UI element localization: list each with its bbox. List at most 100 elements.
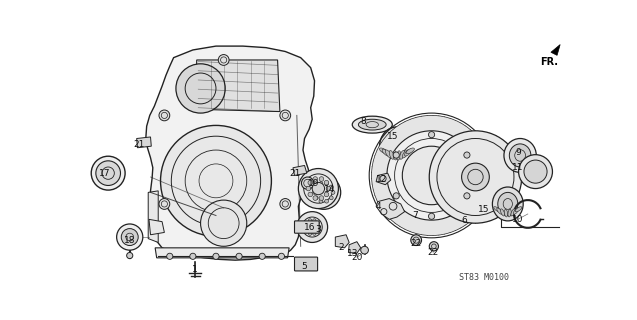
Circle shape [429,213,434,219]
Circle shape [325,199,329,203]
Circle shape [316,221,320,225]
Circle shape [319,199,323,203]
Circle shape [298,169,338,209]
Circle shape [312,182,324,195]
Circle shape [393,152,399,158]
Ellipse shape [400,150,404,159]
Circle shape [176,64,225,113]
Text: 6: 6 [461,216,467,225]
Circle shape [218,55,229,65]
Circle shape [464,193,470,199]
Circle shape [213,253,219,260]
Polygon shape [137,137,152,148]
Circle shape [524,160,547,183]
Circle shape [313,219,316,222]
Text: 18: 18 [124,236,136,245]
Circle shape [305,221,308,225]
Ellipse shape [497,208,502,214]
Polygon shape [293,165,307,175]
Circle shape [307,175,341,209]
Circle shape [308,232,311,235]
Circle shape [319,196,324,200]
Circle shape [464,152,470,158]
Ellipse shape [515,207,522,212]
Circle shape [278,253,285,260]
Text: 12: 12 [376,175,387,184]
Text: 8: 8 [360,117,366,126]
Circle shape [326,186,331,191]
Circle shape [190,253,196,260]
Ellipse shape [380,148,388,154]
Circle shape [331,190,335,194]
Text: 19: 19 [308,179,320,188]
Polygon shape [335,235,349,248]
Polygon shape [376,198,404,219]
Ellipse shape [397,151,401,160]
Text: 15: 15 [478,205,490,214]
Circle shape [319,182,323,186]
Circle shape [96,161,120,186]
Ellipse shape [389,150,394,159]
Circle shape [117,224,143,250]
Circle shape [167,253,173,260]
Circle shape [161,125,271,236]
Circle shape [259,253,265,260]
Text: 7: 7 [413,211,419,220]
Circle shape [313,196,318,200]
Text: 4: 4 [376,202,382,211]
Text: 2: 2 [339,243,344,252]
Ellipse shape [406,148,415,154]
Circle shape [329,196,333,200]
Circle shape [91,156,125,190]
Ellipse shape [513,208,519,214]
Ellipse shape [511,209,515,216]
Circle shape [313,190,317,194]
Circle shape [429,242,438,251]
Text: 20: 20 [351,252,362,261]
Circle shape [315,196,318,200]
Text: 16: 16 [304,223,316,232]
Circle shape [306,186,311,191]
Text: 13: 13 [347,250,358,259]
Circle shape [462,163,489,191]
Circle shape [121,228,138,245]
Circle shape [403,146,461,205]
Ellipse shape [359,119,386,130]
Circle shape [411,235,422,245]
Ellipse shape [508,209,512,217]
Text: 22: 22 [410,239,422,248]
Polygon shape [348,242,361,253]
Text: 3: 3 [315,225,321,234]
FancyBboxPatch shape [294,257,318,271]
Circle shape [308,192,313,197]
Polygon shape [376,173,390,185]
Ellipse shape [385,150,392,158]
Text: 22: 22 [427,248,439,257]
Circle shape [316,229,320,233]
Circle shape [280,110,290,121]
Circle shape [429,132,434,138]
Circle shape [305,229,308,233]
Circle shape [371,116,492,236]
Text: ST83 M0100: ST83 M0100 [459,273,508,282]
Text: 17: 17 [99,169,110,178]
Polygon shape [149,219,164,235]
Circle shape [329,185,333,189]
Ellipse shape [504,139,536,172]
Text: 9: 9 [515,148,520,157]
Circle shape [519,155,552,188]
Polygon shape [146,46,315,260]
Ellipse shape [505,209,508,217]
Circle shape [387,131,476,220]
Circle shape [315,185,318,189]
Ellipse shape [393,151,397,160]
Circle shape [201,200,247,246]
Ellipse shape [497,192,518,215]
Ellipse shape [492,187,523,221]
Circle shape [159,110,170,121]
Circle shape [308,180,313,185]
Circle shape [280,198,290,209]
Circle shape [318,186,330,198]
Circle shape [429,131,522,223]
Polygon shape [155,248,289,258]
